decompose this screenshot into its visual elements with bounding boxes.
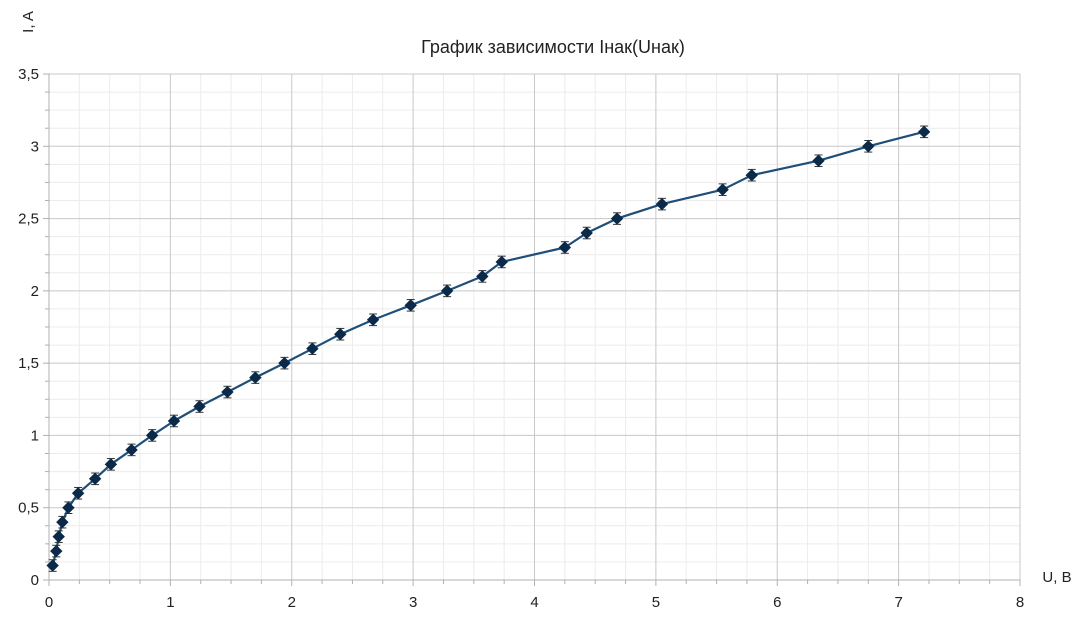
data-point [558,241,572,254]
tick-labels: 0 1 2 3 4 5 6 7 8 0 0,5 1 1,5 2 2,5 3 3,5 [18,66,1024,611]
data-point [334,327,347,341]
x-tick-label: 6 [773,594,781,611]
y-tick-label: 0,5 [18,500,39,517]
diamond-marker [71,487,85,500]
y-tick-label: 1,5 [18,355,39,372]
data-point [306,342,319,355]
x-axis-label: U, В [1042,569,1071,586]
x-tick-label: 8 [1016,594,1024,611]
diamond-marker [440,284,454,298]
diamond-marker [50,544,63,558]
y-tick-label: 3 [31,138,39,155]
x-tick-label: 4 [530,594,538,611]
data-point [440,284,454,298]
data-point [62,501,75,514]
data-point [655,197,669,211]
diamond-marker [221,385,234,399]
y-tick-label: 2 [31,283,39,300]
x-tick-label: 0 [45,594,53,611]
diamond-marker [193,400,206,413]
chart-title: График зависимости Iнак(Uнак) [421,37,685,57]
data-point [716,183,729,196]
data-point [125,443,138,457]
x-tick-label: 2 [288,594,296,611]
diamond-marker [812,154,825,167]
data-point [50,544,63,558]
data-point [167,414,181,428]
diamond-marker [366,313,380,326]
diamond-marker [580,226,593,240]
diamond-marker [558,241,572,254]
diamond-marker [716,183,729,196]
data-point [193,400,206,413]
diamond-marker [88,472,102,486]
diamond-marker [334,328,347,341]
diamond-marker [104,458,118,471]
x-tick-label: 7 [894,594,902,611]
data-point [71,486,85,500]
y-tick-label: 3,5 [18,66,39,83]
data-point [249,371,262,384]
diamond-marker [917,125,931,139]
data-point [404,299,417,312]
data-point [580,226,593,240]
data-point [495,255,508,269]
diamond-marker [655,197,669,211]
diamond-marker [52,530,65,543]
data-point [745,168,758,182]
x-tick-label: 1 [166,594,174,611]
data-point [221,385,234,399]
data-point [862,140,875,153]
data-point [476,270,489,283]
y-tick-label: 0 [31,572,39,589]
data-point [812,154,825,168]
diamond-marker [56,515,69,529]
y-axis-label: I, A [20,11,37,33]
data-point [278,356,291,370]
data-point [366,313,380,327]
axes [43,73,1021,586]
diamond-marker [476,270,489,283]
data-point [46,559,59,572]
diamond-marker [745,168,758,182]
diamond-marker [167,414,181,428]
diamond-marker [306,342,319,355]
data-point [610,212,624,225]
diamond-marker [278,356,291,370]
diamond-marker [404,299,417,312]
series-line [51,130,925,566]
data-point [104,458,118,471]
diamond-marker [249,371,262,384]
data-point [88,472,102,486]
diamond-marker [46,559,59,572]
y-tick-label: 1 [31,427,39,444]
x-tick-label: 3 [409,594,417,611]
diamond-marker [125,443,138,457]
data-point [56,515,69,529]
y-tick-label: 2,5 [18,211,39,228]
diamond-marker [862,140,875,153]
diamond-marker [62,501,75,514]
diamond-marker [610,212,624,225]
diamond-marker [495,255,508,269]
data-point [52,530,65,543]
diamond-marker [145,429,159,442]
data-series [46,125,931,572]
grid [48,73,1021,581]
data-point [145,429,159,442]
data-point [917,125,931,139]
x-tick-label: 5 [652,594,660,611]
